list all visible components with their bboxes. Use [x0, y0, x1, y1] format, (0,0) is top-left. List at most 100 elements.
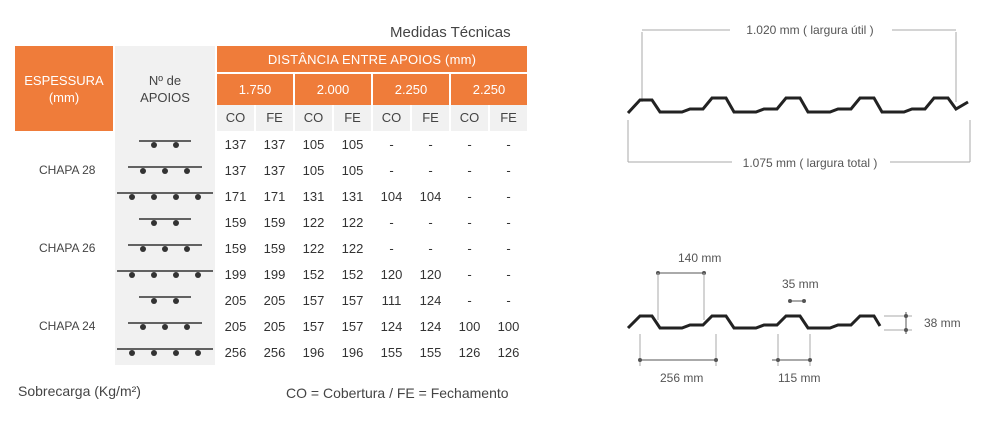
support-dot: [195, 350, 201, 356]
value-cell: 105: [302, 136, 325, 152]
support-dot: [173, 142, 179, 148]
span-header: 2.250: [451, 72, 527, 105]
supports-icon-cell: [115, 235, 215, 261]
sub-header: FE: [412, 104, 449, 131]
value-cell: -: [389, 214, 394, 230]
value-cell: 199: [263, 266, 286, 282]
supports-icon: [128, 244, 202, 252]
support-dot: [173, 298, 179, 304]
value-cell: 152: [302, 266, 325, 282]
support-dot: [151, 142, 157, 148]
supports-icon-cell: [115, 131, 215, 157]
profile-diagram-top: 1.020 mm ( largura útil ) 1.075 mm ( lar…: [626, 23, 971, 170]
value-cell: 122: [341, 214, 364, 230]
value-cell: 105: [302, 162, 325, 178]
value-cell: 171: [224, 188, 247, 204]
support-dot: [184, 246, 190, 252]
support-dot: [151, 272, 157, 278]
value-cell: 196: [302, 344, 325, 360]
value-cell: -: [467, 214, 472, 230]
table-row: 137 137 105 105 - - - -: [15, 157, 527, 183]
value-cell: 124: [380, 318, 403, 334]
support-dot: [184, 168, 190, 174]
value-cell: 126: [497, 344, 520, 360]
support-dot: [162, 246, 168, 252]
value-cell: 199: [224, 266, 247, 282]
value-cell: 120: [419, 266, 442, 282]
table-row: CHAPA 24 205 205 157 157 111 124 - -: [15, 287, 527, 333]
supports-icon: [128, 322, 202, 330]
value-cell: 256: [263, 344, 286, 360]
profile-diagram-bottom: 140 mm 35 mm 38 mm 256 mm 115 mm: [626, 251, 961, 385]
chapa-label: CHAPA 24: [39, 319, 96, 333]
value-cell: -: [467, 240, 472, 256]
table-row: CHAPA 26 159 159 122 122 - - - -: [15, 209, 527, 255]
value-cell: 131: [302, 188, 325, 204]
supports-icon-cell: [115, 183, 215, 209]
value-cell: -: [506, 240, 511, 256]
value-cell: 131: [341, 188, 364, 204]
supports-icon-cell: [115, 313, 215, 339]
value-cell: -: [506, 292, 511, 308]
header-apoios-label: Nº de APOIOS: [140, 72, 190, 105]
sub-header: CO: [373, 104, 410, 131]
value-cell: 137: [263, 136, 286, 152]
span-header: 2.000: [295, 72, 371, 105]
dim-point: [904, 328, 908, 332]
value-cell: 159: [263, 240, 286, 256]
value-cell: -: [428, 162, 433, 178]
dim-point: [714, 358, 718, 362]
supports-icon: [139, 140, 191, 148]
support-dot: [151, 350, 157, 356]
value-cell: 157: [302, 318, 325, 334]
value-cell: 155: [380, 344, 403, 360]
value-cell: -: [467, 136, 472, 152]
sub-header: CO: [451, 104, 488, 131]
roof-profile: [626, 96, 969, 115]
dim-140-label: 140 mm: [678, 251, 721, 265]
value-cell: 205: [263, 318, 286, 334]
support-dot: [140, 324, 146, 330]
value-cell: 196: [341, 344, 364, 360]
supports-icon-cell: [115, 287, 215, 313]
value-cell: -: [389, 240, 394, 256]
section-title: Medidas Técnicas: [390, 24, 511, 41]
value-cell: 104: [380, 188, 403, 204]
value-cell: 157: [341, 318, 364, 334]
support-dot: [129, 272, 135, 278]
support-dot: [151, 220, 157, 226]
supports-icon: [117, 348, 213, 356]
support-dot: [173, 272, 179, 278]
value-cell: 256: [224, 344, 247, 360]
supports-icon: [139, 218, 191, 226]
chapa-label: CHAPA 28: [39, 163, 96, 177]
value-cell: 205: [263, 292, 286, 308]
value-cell: -: [506, 136, 511, 152]
roof-profile-detail: [626, 314, 882, 330]
support-dot: [151, 194, 157, 200]
value-cell: 157: [341, 292, 364, 308]
dim-point: [776, 358, 780, 362]
supports-icon: [117, 270, 213, 278]
dim-point: [802, 299, 806, 303]
support-dot: [129, 194, 135, 200]
value-cell: -: [506, 162, 511, 178]
value-cell: -: [428, 136, 433, 152]
value-cell: 137: [224, 162, 247, 178]
dim-point: [808, 358, 812, 362]
supports-icon: [139, 296, 191, 304]
sub-header: FE: [256, 104, 293, 131]
supports-icon-cell: [115, 261, 215, 287]
value-cell: 104: [419, 188, 442, 204]
support-dot: [173, 194, 179, 200]
table-row: 199 199 152 152 120 120 - -: [15, 261, 527, 287]
dim-point: [788, 299, 792, 303]
dim-35-label: 35 mm: [782, 277, 819, 291]
sub-header: CO: [217, 104, 254, 131]
value-cell: 171: [263, 188, 286, 204]
table-body: CHAPA 28 137 137 105 105 - - - - 137 137 105 105 - - - -…: [15, 131, 527, 365]
value-cell: 122: [302, 214, 325, 230]
technical-table: ESPESSURA (mm) Nº de APOIOS DISTÂNCIA EN…: [13, 46, 529, 365]
value-cell: 100: [458, 318, 481, 334]
value-cell: 111: [381, 292, 402, 308]
